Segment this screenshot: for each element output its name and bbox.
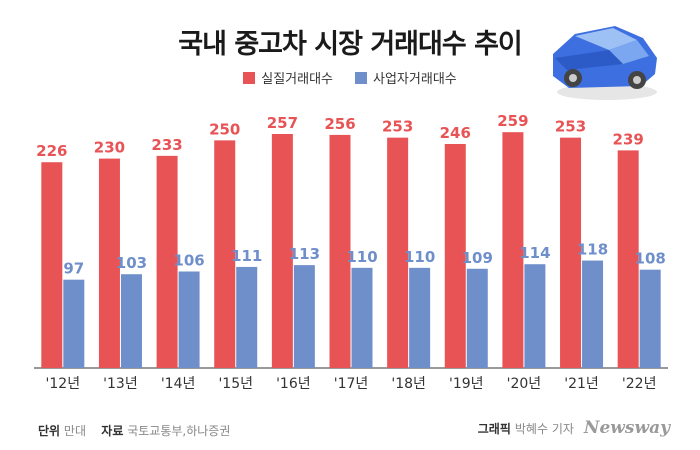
bar-actual-0 <box>41 162 63 368</box>
data-label-business-6: 110 <box>404 248 435 266</box>
bar-business-1 <box>120 274 142 368</box>
footer-credit: 그래픽 박혜수 기자 Newsway <box>478 418 670 438</box>
bar-chart: 226 97 '12년 230 103 '13년 233 106 '14년 250 111 '15년 2… <box>34 112 668 392</box>
footer-unit-source: 단위 만대 자료 국토교통부,하나증권 <box>38 422 230 439</box>
bar-actual-8 <box>502 132 524 368</box>
bar-business-3 <box>236 266 258 368</box>
data-label-business-10: 108 <box>635 250 666 268</box>
data-label-business-4: 113 <box>289 245 320 263</box>
bar-actual-9 <box>560 137 582 368</box>
credit-label: 그래픽 <box>477 422 511 436</box>
data-label-actual-2: 233 <box>151 136 182 154</box>
data-label-business-5: 110 <box>346 248 377 266</box>
x-tick-label-7: '19년 <box>449 376 484 392</box>
bar-business-5 <box>351 267 373 368</box>
legend-item-actual: 실질거래대수 <box>243 68 333 87</box>
x-tick-label-10: '22년 <box>622 376 657 392</box>
source-label: 자료 <box>101 424 124 438</box>
data-label-business-2: 106 <box>173 251 204 269</box>
x-tick-label-4: '16년 <box>276 376 311 392</box>
legend-label-business: 사업자거래대수 <box>373 72 457 87</box>
data-label-actual-1: 230 <box>94 139 125 157</box>
x-tick-label-1: '13년 <box>103 376 138 392</box>
legend-swatch-business <box>355 71 368 84</box>
data-label-actual-10: 239 <box>613 130 644 148</box>
bar-business-6 <box>409 267 431 368</box>
bar-actual-2 <box>156 155 178 368</box>
bar-actual-6 <box>387 137 409 368</box>
data-label-actual-0: 226 <box>36 142 67 160</box>
bar-actual-5 <box>329 134 351 368</box>
legend-label-actual: 실질거래대수 <box>261 72 334 87</box>
x-tick-label-9: '21년 <box>564 376 599 392</box>
data-label-actual-3: 250 <box>209 120 240 138</box>
data-label-business-7: 109 <box>462 249 493 267</box>
data-label-actual-7: 246 <box>440 124 471 142</box>
bar-business-0 <box>63 279 85 368</box>
x-tick-label-2: '14년 <box>161 376 196 392</box>
bar-actual-4 <box>271 134 293 368</box>
bar-business-8 <box>524 264 546 368</box>
data-label-actual-8: 259 <box>497 112 528 130</box>
data-label-business-0: 97 <box>63 260 84 278</box>
x-tick-label-3: '15년 <box>218 376 253 392</box>
x-tick-label-5: '17년 <box>334 376 369 392</box>
data-label-business-8: 114 <box>519 244 550 262</box>
bar-actual-7 <box>444 144 466 368</box>
bar-business-2 <box>178 271 200 368</box>
x-tick-label-6: '18년 <box>391 376 426 392</box>
legend: 실질거래대수 사업자거래대수 <box>0 68 700 87</box>
data-label-actual-5: 256 <box>324 115 355 133</box>
x-tick-label-0: '12년 <box>46 376 81 392</box>
bar-business-10 <box>639 269 661 368</box>
source-value: 국토교통부,하나증권 <box>127 424 231 438</box>
x-tick-label-8: '20년 <box>507 376 542 392</box>
credit-value: 박혜수 기자 <box>514 422 574 436</box>
bar-actual-3 <box>214 140 236 368</box>
legend-swatch-actual <box>243 71 256 84</box>
bar-business-7 <box>466 268 488 368</box>
data-label-business-1: 103 <box>116 254 147 272</box>
car-illustration <box>553 26 657 100</box>
data-label-actual-6: 253 <box>382 118 413 136</box>
legend-item-business: 사업자거래대수 <box>355 68 457 87</box>
bar-actual-10 <box>617 150 639 368</box>
data-label-actual-9: 253 <box>555 118 586 136</box>
data-label-business-9: 118 <box>577 241 608 259</box>
bar-business-4 <box>293 265 315 368</box>
data-label-actual-4: 257 <box>267 114 298 132</box>
unit-label: 단위 <box>38 424 61 438</box>
chart-title: 국내 중고차 시장 거래대수 추이 <box>178 29 523 60</box>
data-label-business-3: 111 <box>231 247 262 265</box>
unit-value: 만대 <box>63 424 87 438</box>
bar-business-9 <box>582 260 604 368</box>
brand-logo: Newsway <box>583 418 670 438</box>
bar-actual-1 <box>98 158 120 368</box>
